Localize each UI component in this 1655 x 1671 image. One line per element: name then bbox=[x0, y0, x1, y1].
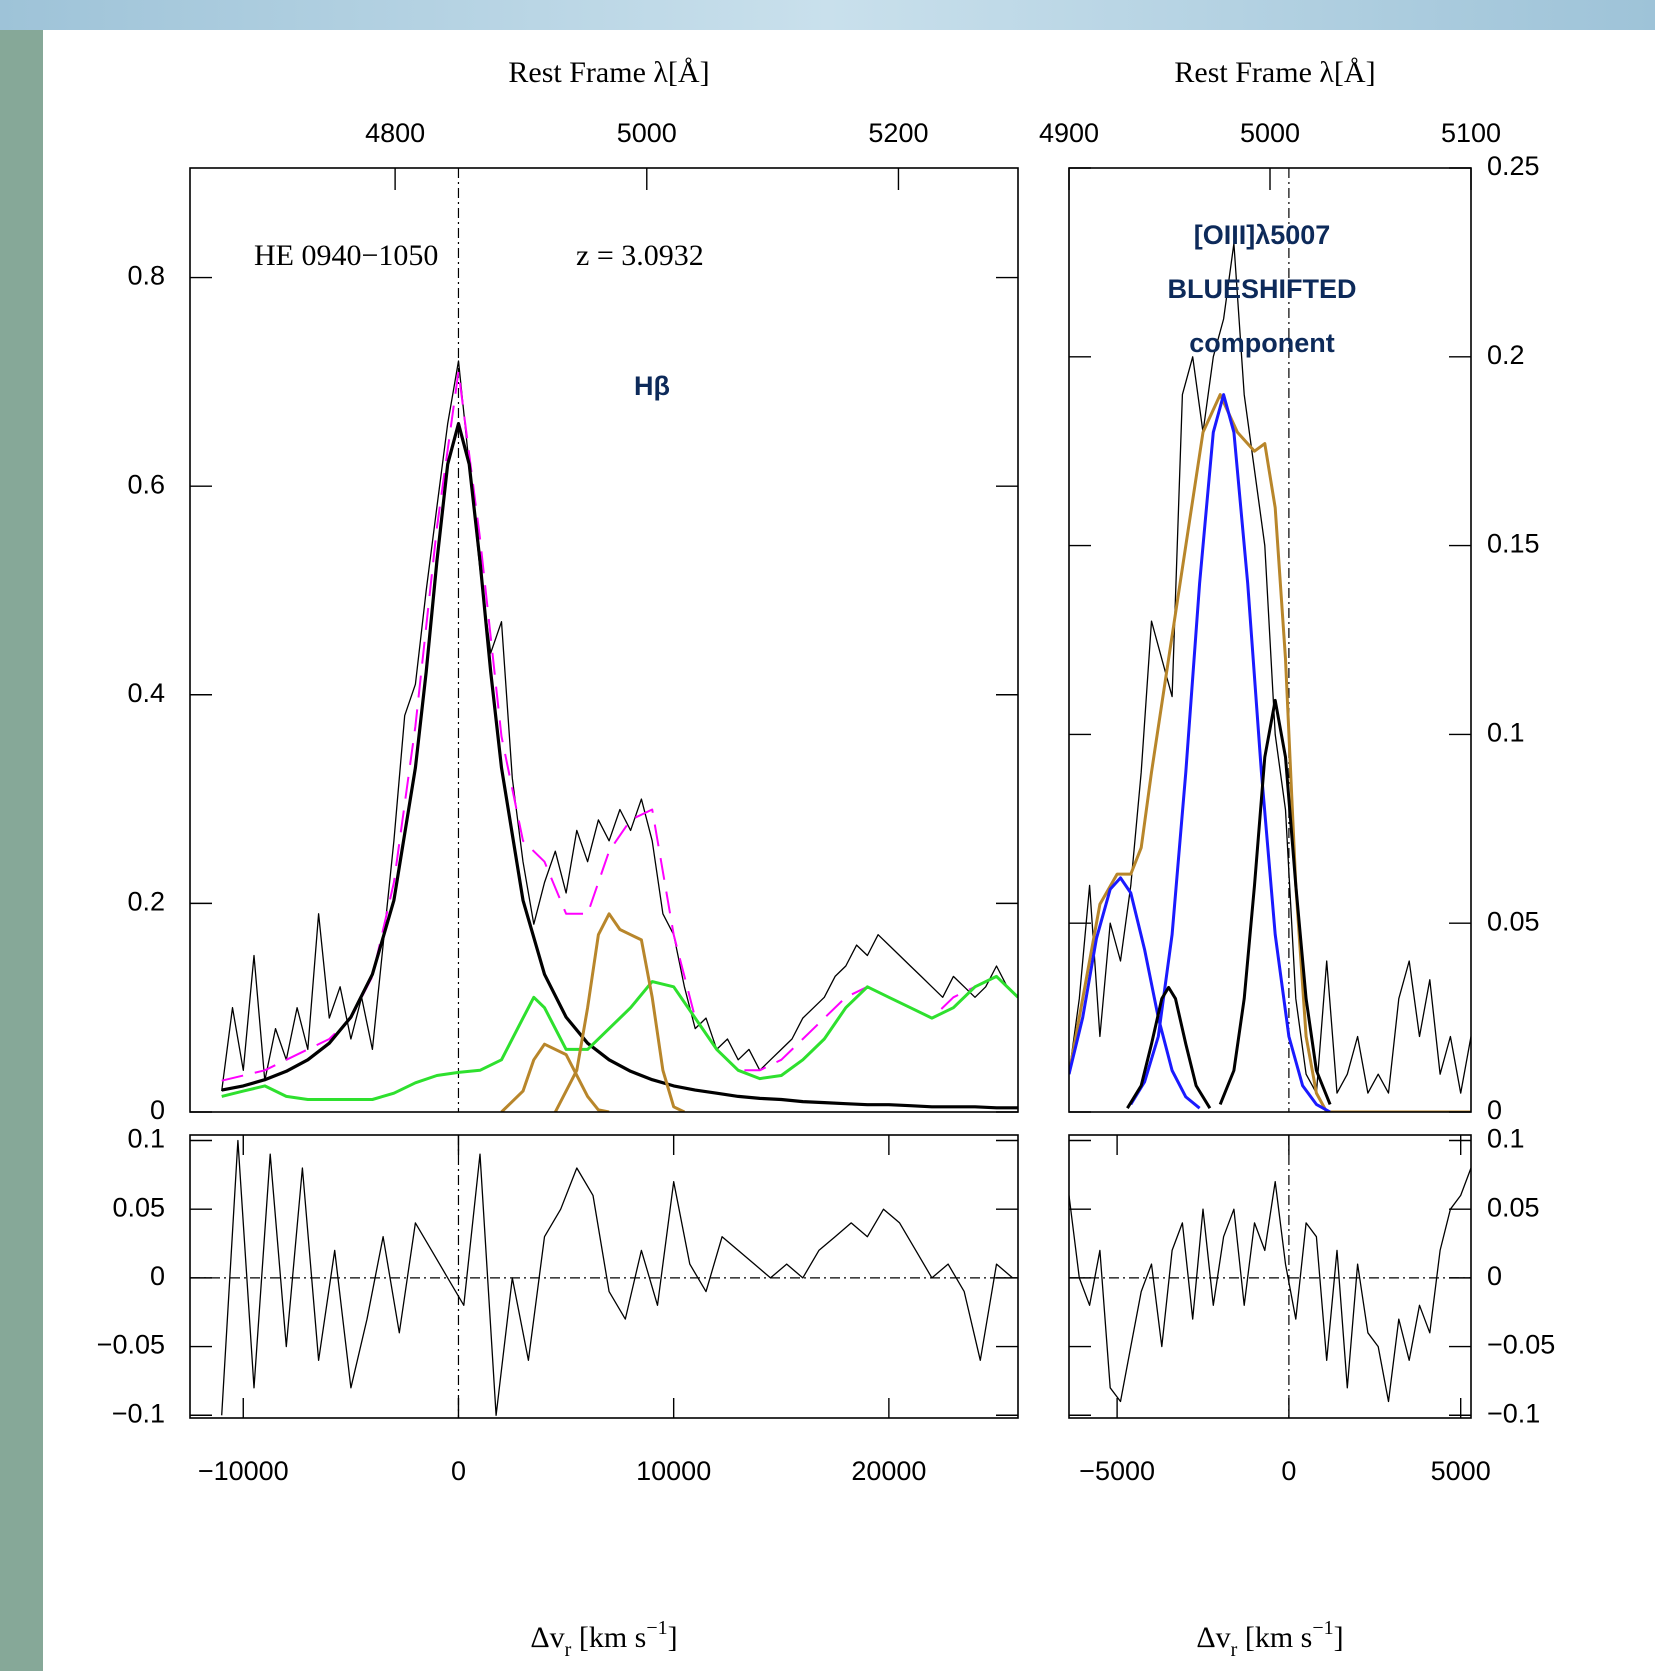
data-line bbox=[221, 422, 1018, 1110]
y-tick-label: −0.1 bbox=[1487, 1398, 1540, 1428]
x-axis-label-part: ] bbox=[1334, 1621, 1344, 1654]
data-line bbox=[1126, 985, 1212, 1109]
annotation: [OIII]λ5007 bbox=[1194, 220, 1331, 250]
data-line bbox=[553, 912, 686, 1112]
x2-tick-label: 4800 bbox=[365, 118, 425, 148]
panel-frame bbox=[189, 1134, 1019, 1419]
x-tick-label: 5000 bbox=[1431, 1456, 1491, 1486]
y-tick-label: 0.1 bbox=[127, 1124, 165, 1154]
y-tick-label: 0.4 bbox=[127, 678, 165, 708]
y-tick-label: 0.6 bbox=[127, 469, 165, 499]
y-tick-label: 0.25 bbox=[1487, 151, 1540, 181]
data-line bbox=[1129, 393, 1331, 1112]
y-tick-label: 0.05 bbox=[1487, 1192, 1540, 1222]
y-tick-label: 0.1 bbox=[1487, 1124, 1525, 1154]
x2-axis-label: Rest Frame λ[Å] bbox=[508, 56, 709, 89]
x-axis-label-part: r bbox=[1231, 1639, 1238, 1661]
annotation: component bbox=[1189, 328, 1335, 358]
x-tick-label: 0 bbox=[451, 1456, 466, 1486]
plot-area bbox=[1069, 168, 1471, 1112]
data-line bbox=[1218, 698, 1332, 1105]
y-tick-label: 0.1 bbox=[1487, 718, 1525, 748]
x-axis-label-part: −1 bbox=[1312, 1617, 1333, 1639]
y-tick-label: 0 bbox=[1487, 1261, 1502, 1291]
y-tick-label: 0.05 bbox=[1487, 906, 1540, 936]
annotation: HE 0940−1050 bbox=[254, 239, 438, 272]
annotation: z = 3.0932 bbox=[576, 239, 704, 272]
y-tick-label: −0.1 bbox=[112, 1398, 165, 1428]
x-tick-label: 10000 bbox=[636, 1456, 711, 1486]
data-line bbox=[500, 1042, 610, 1112]
x-axis-label-part: r bbox=[565, 1639, 572, 1661]
y-tick-label: 0.15 bbox=[1487, 529, 1540, 559]
x-axis-label: Δvr [km s−1] bbox=[530, 1617, 677, 1661]
data-line bbox=[1069, 393, 1471, 1112]
annotation: BLUESHIFTED bbox=[1168, 274, 1357, 304]
top-strip bbox=[0, 0, 1655, 30]
x-axis-label-part: ] bbox=[668, 1621, 678, 1654]
x2-axis-label: Rest Frame λ[Å] bbox=[1174, 56, 1375, 89]
y-tick-label: 0.2 bbox=[1487, 340, 1525, 370]
data-line bbox=[1069, 242, 1471, 1094]
annotation: Hβ bbox=[634, 371, 670, 401]
x-tick-label: −5000 bbox=[1079, 1456, 1155, 1486]
y-tick-label: 0.2 bbox=[127, 887, 165, 917]
x-axis-label-part: [km s bbox=[1237, 1621, 1312, 1654]
x-axis-label-part: Δv bbox=[530, 1621, 564, 1654]
x-axis-label-part: [km s bbox=[571, 1621, 646, 1654]
y-tick-label: 0.8 bbox=[127, 261, 165, 291]
y-tick-label: 0 bbox=[1487, 1095, 1502, 1125]
x-axis-label-part: Δv bbox=[1196, 1621, 1230, 1654]
plot-area bbox=[221, 168, 1018, 1112]
y-tick-label: 0 bbox=[150, 1261, 165, 1291]
y-tick-label: −0.05 bbox=[1487, 1330, 1555, 1360]
x-tick-label: 0 bbox=[1281, 1456, 1296, 1486]
panel-frame bbox=[189, 167, 1019, 1113]
x2-tick-label: 5100 bbox=[1441, 118, 1501, 148]
plot-area bbox=[1069, 1135, 1471, 1418]
data-line bbox=[1069, 876, 1201, 1110]
x-axis-label-part: −1 bbox=[646, 1617, 667, 1639]
y-tick-label: 0 bbox=[150, 1095, 165, 1125]
x-tick-label: −10000 bbox=[198, 1456, 289, 1486]
x-axis-label: Δvr [km s−1] bbox=[1196, 1617, 1343, 1661]
data-line bbox=[1069, 1167, 1471, 1403]
x2-tick-label: 5000 bbox=[617, 118, 677, 148]
x2-tick-label: 5200 bbox=[868, 118, 928, 148]
x2-tick-label: 5000 bbox=[1240, 118, 1300, 148]
y-tick-label: 0.05 bbox=[112, 1192, 165, 1222]
figure-background bbox=[43, 30, 1655, 1671]
data-line bbox=[221, 1139, 1014, 1416]
x-tick-label: 20000 bbox=[851, 1456, 926, 1486]
y-tick-label: −0.05 bbox=[97, 1330, 165, 1360]
plot-area bbox=[190, 1135, 1018, 1418]
data-line bbox=[221, 360, 1018, 1092]
panel-frame bbox=[1068, 1134, 1472, 1419]
x2-tick-label: 4900 bbox=[1039, 118, 1099, 148]
data-line bbox=[221, 974, 1018, 1101]
